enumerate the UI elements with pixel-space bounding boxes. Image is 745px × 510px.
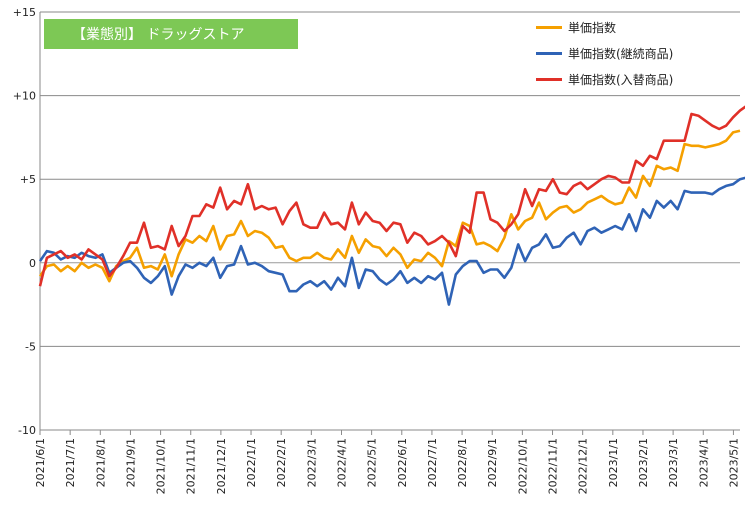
x-tick-label: 2021/9/1 [124, 438, 137, 487]
chart-title-text: 【業態別】 ドラッグストア [72, 27, 245, 43]
y-tick-labels: +15 +10 +5 0 -5 -10 [13, 6, 36, 437]
legend-label: 単価指数 [568, 20, 617, 35]
x-tick-label: 2022/2/1 [275, 438, 288, 487]
x-tick-label: 2021/10/1 [155, 438, 168, 494]
x-tick-label: 2023/4/1 [697, 438, 710, 487]
x-tick-label: 2022/12/1 [577, 438, 590, 494]
x-tick-label: 2022/11/1 [547, 438, 560, 494]
x-tick-label: 2021/6/1 [34, 438, 47, 487]
x-tick-label: 2023/1/1 [607, 438, 620, 487]
legend-swatch-blue [536, 51, 562, 55]
legend-swatch-orange [536, 25, 562, 29]
y-tick-label: -5 [25, 340, 36, 353]
x-tick-label: 2021/12/1 [215, 438, 228, 494]
x-tick-labels: 2021/6/1 2021/7/1 2021/8/1 2021/9/1 2021/10/… [34, 430, 740, 494]
legend-item-continuing: 単価指数(継続商品) [536, 40, 673, 66]
x-tick-label: 2022/8/1 [456, 438, 469, 487]
y-tick-label: +10 [13, 90, 36, 103]
chart-title: 【業態別】 ドラッグストア [44, 19, 298, 49]
x-tick-label: 2022/5/1 [366, 438, 379, 487]
x-tick-label: 2023/5/1 [727, 438, 740, 487]
legend-swatch-red [536, 77, 562, 81]
legend-label: 単価指数(継続商品) [568, 46, 674, 61]
y-tick-label: +5 [20, 173, 36, 186]
x-tick-label: 2021/11/1 [185, 438, 198, 494]
x-tick-label: 2022/9/1 [486, 438, 499, 487]
legend-label: 単価指数(入替商品) [568, 72, 674, 87]
series-line [38, 129, 741, 283]
y-tick-label: 0 [29, 257, 36, 270]
x-tick-label: 2021/7/1 [64, 438, 77, 487]
y-tick-label: +15 [13, 6, 36, 19]
series-line [38, 105, 745, 287]
x-tick-label: 2022/4/1 [335, 438, 348, 487]
x-tick-label: 2022/10/1 [516, 438, 529, 494]
y-tick-label: -10 [18, 424, 36, 437]
series-line [38, 176, 745, 306]
gridlines [39, 11, 740, 431]
x-tick-label: 2022/6/1 [396, 438, 409, 487]
x-tick-label: 2022/1/1 [245, 438, 258, 487]
legend-item-unit-price: 単価指数 [536, 14, 673, 40]
legend-item-replacement: 単価指数(入替商品) [536, 66, 673, 92]
x-tick-label: 2023/3/1 [667, 438, 680, 487]
legend: 単価指数 単価指数(継続商品) 単価指数(入替商品) [536, 14, 673, 92]
x-tick-label: 2022/7/1 [426, 438, 439, 487]
series-lines [38, 105, 745, 306]
x-tick-label: 2023/2/1 [637, 438, 650, 487]
x-tick-label: 2022/3/1 [305, 438, 318, 487]
x-tick-label: 2021/8/1 [94, 438, 107, 487]
